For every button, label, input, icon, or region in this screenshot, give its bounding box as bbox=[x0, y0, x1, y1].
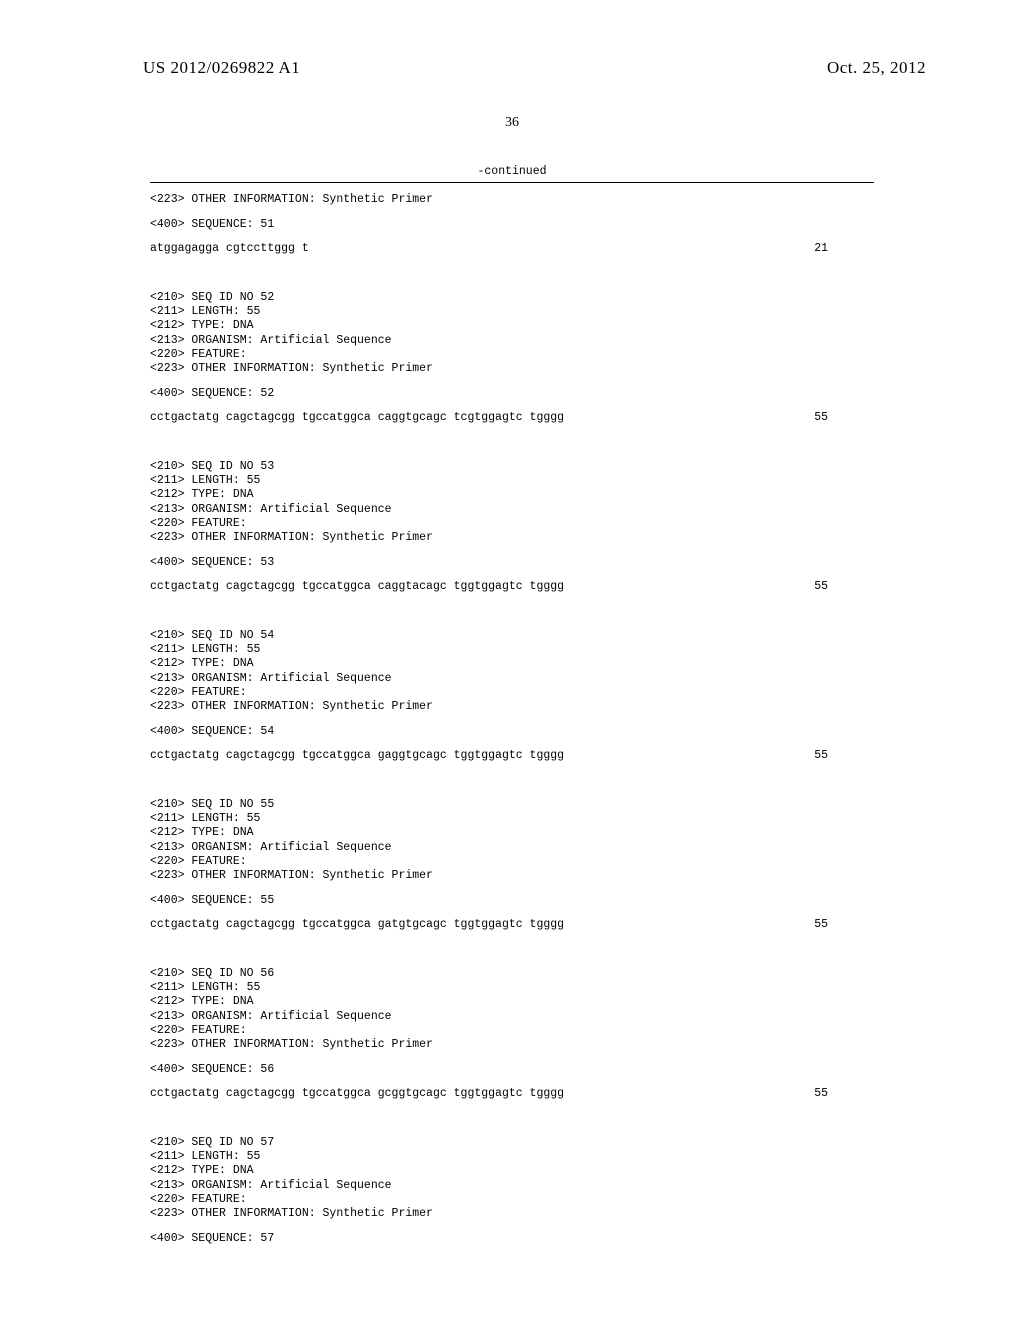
sequence-meta-line: <211> LENGTH: 55 bbox=[150, 1150, 874, 1164]
sequence-meta-line: <213> ORGANISM: Artificial Sequence bbox=[150, 1010, 874, 1024]
sequence-meta-line: <210> SEQ ID NO 53 bbox=[150, 460, 874, 474]
sequence-meta-line: <220> FEATURE: bbox=[150, 1024, 874, 1038]
sequence-400-header: <400> SEQUENCE: 51 bbox=[150, 218, 874, 232]
page-header: US 2012/0269822 A1 Oct. 25, 2012 bbox=[0, 58, 1024, 78]
sequence-data: cctgactatg cagctagcgg tgccatggca caggtac… bbox=[150, 580, 564, 594]
sequence-length: 55 bbox=[814, 411, 874, 425]
sequence-meta-line: <212> TYPE: DNA bbox=[150, 657, 874, 671]
sequence-meta-line: <220> FEATURE: bbox=[150, 686, 874, 700]
sequences-container: <223> OTHER INFORMATION: Synthetic Prime… bbox=[150, 193, 874, 1246]
sequence-block: <210> SEQ ID NO 55<211> LENGTH: 55<212> … bbox=[150, 798, 874, 951]
sequence-400-header: <400> SEQUENCE: 55 bbox=[150, 894, 874, 908]
publication-number: US 2012/0269822 A1 bbox=[143, 58, 300, 78]
sequence-meta-line: <210> SEQ ID NO 55 bbox=[150, 798, 874, 812]
sequence-meta-line: <220> FEATURE: bbox=[150, 348, 874, 362]
sequence-400-header: <400> SEQUENCE: 53 bbox=[150, 556, 874, 570]
sequence-meta-line: <212> TYPE: DNA bbox=[150, 1164, 874, 1178]
sequence-400-header: <400> SEQUENCE: 52 bbox=[150, 387, 874, 401]
sequence-length: 55 bbox=[814, 918, 874, 932]
sequence-meta-line: <220> FEATURE: bbox=[150, 1193, 874, 1207]
sequence-data-row: cctgactatg cagctagcgg tgccatggca gatgtgc… bbox=[150, 918, 874, 932]
sequence-meta-line: <223> OTHER INFORMATION: Synthetic Prime… bbox=[150, 700, 874, 714]
sequence-data: atggagagga cgtccttggg t bbox=[150, 242, 309, 256]
sequence-meta-line: <223> OTHER INFORMATION: Synthetic Prime… bbox=[150, 193, 874, 207]
sequence-meta-line: <223> OTHER INFORMATION: Synthetic Prime… bbox=[150, 1207, 874, 1221]
sequence-meta-line: <223> OTHER INFORMATION: Synthetic Prime… bbox=[150, 362, 874, 376]
sequence-meta-line: <210> SEQ ID NO 52 bbox=[150, 291, 874, 305]
sequence-400-header: <400> SEQUENCE: 56 bbox=[150, 1063, 874, 1077]
sequence-data-row: cctgactatg cagctagcgg tgccatggca gcggtgc… bbox=[150, 1087, 874, 1101]
sequence-meta-line: <213> ORGANISM: Artificial Sequence bbox=[150, 503, 874, 517]
divider bbox=[150, 182, 874, 183]
sequence-meta-line: <211> LENGTH: 55 bbox=[150, 812, 874, 826]
publication-date: Oct. 25, 2012 bbox=[827, 58, 926, 78]
sequence-meta-line: <213> ORGANISM: Artificial Sequence bbox=[150, 1179, 874, 1193]
sequence-block: <210> SEQ ID NO 53<211> LENGTH: 55<212> … bbox=[150, 460, 874, 613]
sequence-block: <223> OTHER INFORMATION: Synthetic Prime… bbox=[150, 193, 874, 274]
sequence-block: <210> SEQ ID NO 57<211> LENGTH: 55<212> … bbox=[150, 1136, 874, 1247]
sequence-400-header: <400> SEQUENCE: 57 bbox=[150, 1232, 874, 1246]
sequence-meta-line: <220> FEATURE: bbox=[150, 855, 874, 869]
sequence-meta-line: <210> SEQ ID NO 54 bbox=[150, 629, 874, 643]
page-number: 36 bbox=[0, 115, 1024, 131]
sequence-meta-line: <212> TYPE: DNA bbox=[150, 488, 874, 502]
sequence-meta-line: <212> TYPE: DNA bbox=[150, 826, 874, 840]
sequence-400-header: <400> SEQUENCE: 54 bbox=[150, 725, 874, 739]
sequence-block: <210> SEQ ID NO 52<211> LENGTH: 55<212> … bbox=[150, 291, 874, 444]
sequence-meta-line: <223> OTHER INFORMATION: Synthetic Prime… bbox=[150, 1038, 874, 1052]
sequence-length: 21 bbox=[814, 242, 874, 256]
sequence-data-row: cctgactatg cagctagcgg tgccatggca caggtgc… bbox=[150, 411, 874, 425]
sequence-meta-line: <210> SEQ ID NO 57 bbox=[150, 1136, 874, 1150]
sequence-length: 55 bbox=[814, 749, 874, 763]
sequence-data: cctgactatg cagctagcgg tgccatggca gatgtgc… bbox=[150, 918, 564, 932]
sequence-block: <210> SEQ ID NO 54<211> LENGTH: 55<212> … bbox=[150, 629, 874, 782]
sequence-meta-line: <220> FEATURE: bbox=[150, 517, 874, 531]
sequence-data: cctgactatg cagctagcgg tgccatggca caggtgc… bbox=[150, 411, 564, 425]
sequence-data-row: atggagagga cgtccttggg t 21 bbox=[150, 242, 874, 256]
sequence-meta-line: <212> TYPE: DNA bbox=[150, 995, 874, 1009]
continued-label: -continued bbox=[150, 165, 874, 179]
sequence-data: cctgactatg cagctagcgg tgccatggca gcggtgc… bbox=[150, 1087, 564, 1101]
sequence-meta-line: <211> LENGTH: 55 bbox=[150, 643, 874, 657]
sequence-meta-line: <211> LENGTH: 55 bbox=[150, 474, 874, 488]
sequence-data-row: cctgactatg cagctagcgg tgccatggca caggtac… bbox=[150, 580, 874, 594]
sequence-meta-line: <213> ORGANISM: Artificial Sequence bbox=[150, 841, 874, 855]
sequence-length: 55 bbox=[814, 580, 874, 594]
sequence-listing-content: -continued <223> OTHER INFORMATION: Synt… bbox=[150, 165, 874, 1262]
sequence-meta-line: <210> SEQ ID NO 56 bbox=[150, 967, 874, 981]
sequence-length: 55 bbox=[814, 1087, 874, 1101]
sequence-meta-line: <213> ORGANISM: Artificial Sequence bbox=[150, 334, 874, 348]
sequence-meta-line: <212> TYPE: DNA bbox=[150, 319, 874, 333]
sequence-block: <210> SEQ ID NO 56<211> LENGTH: 55<212> … bbox=[150, 967, 874, 1120]
sequence-meta-line: <223> OTHER INFORMATION: Synthetic Prime… bbox=[150, 531, 874, 545]
sequence-data: cctgactatg cagctagcgg tgccatggca gaggtgc… bbox=[150, 749, 564, 763]
sequence-data-row: cctgactatg cagctagcgg tgccatggca gaggtgc… bbox=[150, 749, 874, 763]
sequence-meta-line: <213> ORGANISM: Artificial Sequence bbox=[150, 672, 874, 686]
sequence-meta-line: <211> LENGTH: 55 bbox=[150, 981, 874, 995]
sequence-meta-line: <211> LENGTH: 55 bbox=[150, 305, 874, 319]
sequence-meta-line: <223> OTHER INFORMATION: Synthetic Prime… bbox=[150, 869, 874, 883]
